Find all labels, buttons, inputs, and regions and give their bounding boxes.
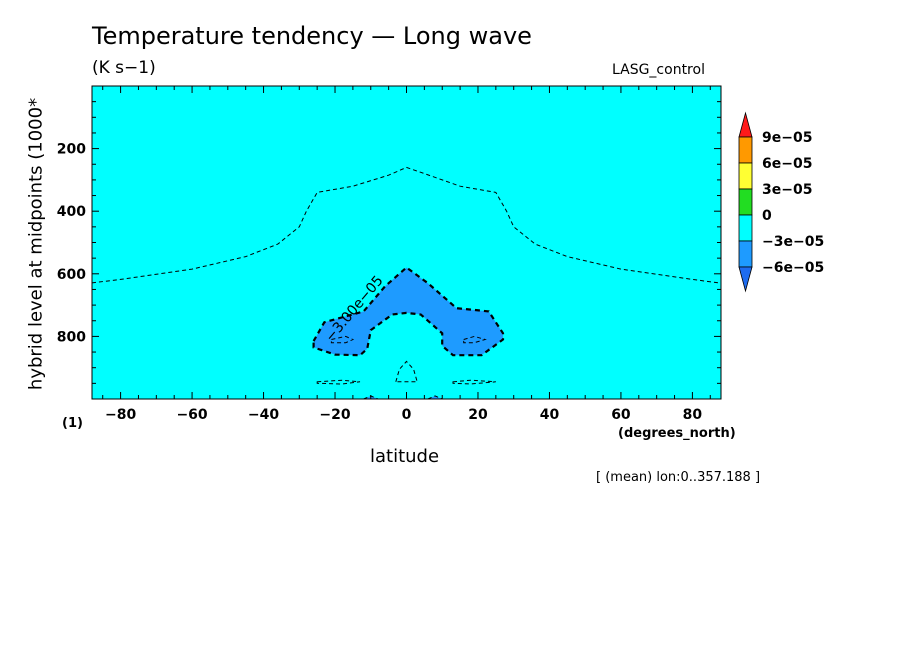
colorbar-label: 9e−05 (762, 130, 812, 146)
footnote-label: [ (mean) lon:0..357.188 ] (596, 470, 761, 485)
colorbar-arrow-top (738, 111, 753, 138)
contour-line-3 (463, 335, 487, 344)
plot-area: −3.00e−05 (92, 86, 721, 399)
y-tick-label: 400 (57, 204, 86, 220)
colorbar-swatch-4 (738, 240, 753, 268)
contour-line-1 (312, 266, 505, 357)
corner-label: (1) (62, 416, 83, 431)
units-label: (K s−1) (92, 58, 156, 78)
y-tick-label: 800 (57, 329, 86, 345)
colorbar-swatch-2 (738, 188, 753, 216)
field-background (92, 86, 721, 399)
x-tick-label: 80 (683, 407, 703, 423)
x-tick-label: 20 (468, 407, 488, 423)
x-tick-label: −60 (176, 407, 207, 423)
contour-line-2 (330, 335, 355, 344)
contour-line-4 (316, 379, 361, 385)
axes: −80 −60 −40 −20 0 20 40 60 80 200 400 600 800 (57, 85, 722, 423)
x-tick-label: −40 (248, 407, 279, 423)
colorbar-swatch-1 (738, 162, 753, 190)
y-axis-label: hybrid level at midpoints (1000* (25, 97, 47, 391)
contour-line-6 (395, 360, 418, 383)
x-axis-units: (degrees_north) (618, 426, 736, 441)
x-tick-label: 60 (611, 407, 631, 423)
dataset-label: LASG_control (612, 62, 705, 78)
x-axis-label: latitude (370, 446, 440, 467)
colorbar-label: 6e−05 (762, 156, 812, 172)
colorbar-label: 0 (762, 208, 772, 224)
x-tick-label: 40 (540, 407, 560, 423)
y-tick-label: 600 (57, 267, 86, 283)
contour-line-0 (92, 166, 721, 284)
x-tick-label: −20 (319, 407, 350, 423)
colorbar-arrow-bottom (738, 266, 753, 293)
y-tick-label: 200 (57, 142, 86, 158)
x-tick-label: −80 (105, 407, 136, 423)
x-tick-label: 0 (402, 407, 412, 423)
colorbar-legend: 9e−05 6e−05 3e−05 0 −3e−05 −6e−05 (738, 111, 824, 293)
contour-line-8 (427, 395, 443, 399)
colorbar-label: −3e−05 (762, 234, 824, 250)
filled-region-1 (427, 395, 443, 399)
colorbar-swatch-3 (738, 214, 753, 242)
contour-line-5 (452, 379, 496, 385)
colorbar-swatch-0 (738, 136, 753, 164)
colorbar-label: 3e−05 (762, 182, 812, 198)
chart-title: Temperature tendency — Long wave (92, 22, 532, 50)
colorbar-label: −6e−05 (762, 260, 824, 276)
